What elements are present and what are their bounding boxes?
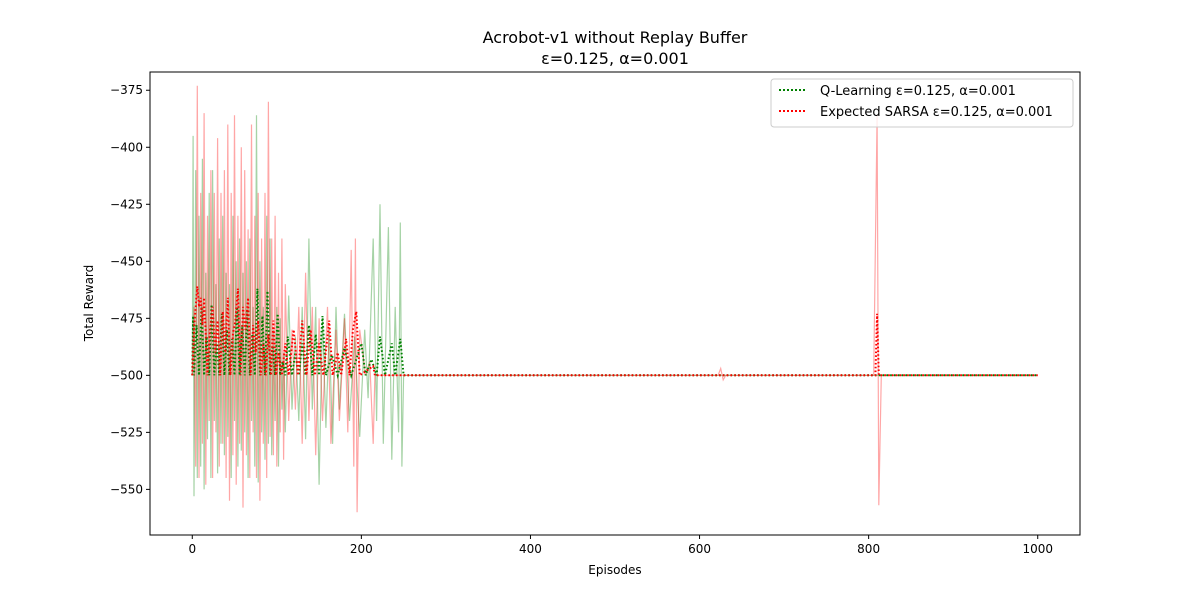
plot-frame: [149, 71, 1081, 536]
x-tick-label: 800: [857, 542, 880, 556]
y-tick-label: −375: [110, 83, 143, 97]
y-tick-label: −425: [110, 197, 143, 211]
y-tick-label: −400: [110, 140, 143, 154]
chart-title: Acrobot-v1 without Replay Buffer: [483, 28, 748, 47]
x-axis-label: Episodes: [588, 563, 641, 577]
legend: Q-Learning ε=0.125, α=0.001 Expected SAR…: [770, 78, 1074, 128]
legend-box: [770, 78, 1074, 128]
y-axis-ticks: −375 −400 −425 −450 −475 −500 −525 −550: [110, 83, 150, 496]
x-axis-ticks: 0 200 400 600 800 1000: [188, 535, 1053, 556]
y-tick-label: −450: [110, 254, 143, 268]
x-tick-label: 600: [688, 542, 711, 556]
x-tick-label: 1000: [1022, 542, 1053, 556]
band-expected-sarsa: [191, 85, 1038, 513]
y-tick-label: −550: [110, 482, 143, 496]
legend-label-q-learning: Q-Learning ε=0.125, α=0.001: [820, 84, 1016, 99]
y-tick-label: −525: [110, 425, 143, 439]
series-lines: [191, 286, 1038, 380]
chart-subtitle: ε=0.125, α=0.001: [541, 49, 689, 68]
x-tick-label: 200: [350, 542, 373, 556]
band-q-learning: [191, 115, 1038, 497]
y-tick-label: −475: [110, 311, 143, 325]
x-tick-label: 400: [519, 542, 542, 556]
confidence-bands: [191, 85, 1038, 513]
x-tick-label: 0: [188, 542, 196, 556]
y-axis-label: Total Reward: [82, 265, 96, 343]
legend-label-expected-sarsa: Expected SARSA ε=0.125, α=0.001: [820, 105, 1053, 120]
series-line-expected-sarsa: [191, 286, 1038, 378]
y-tick-label: −500: [110, 368, 143, 382]
